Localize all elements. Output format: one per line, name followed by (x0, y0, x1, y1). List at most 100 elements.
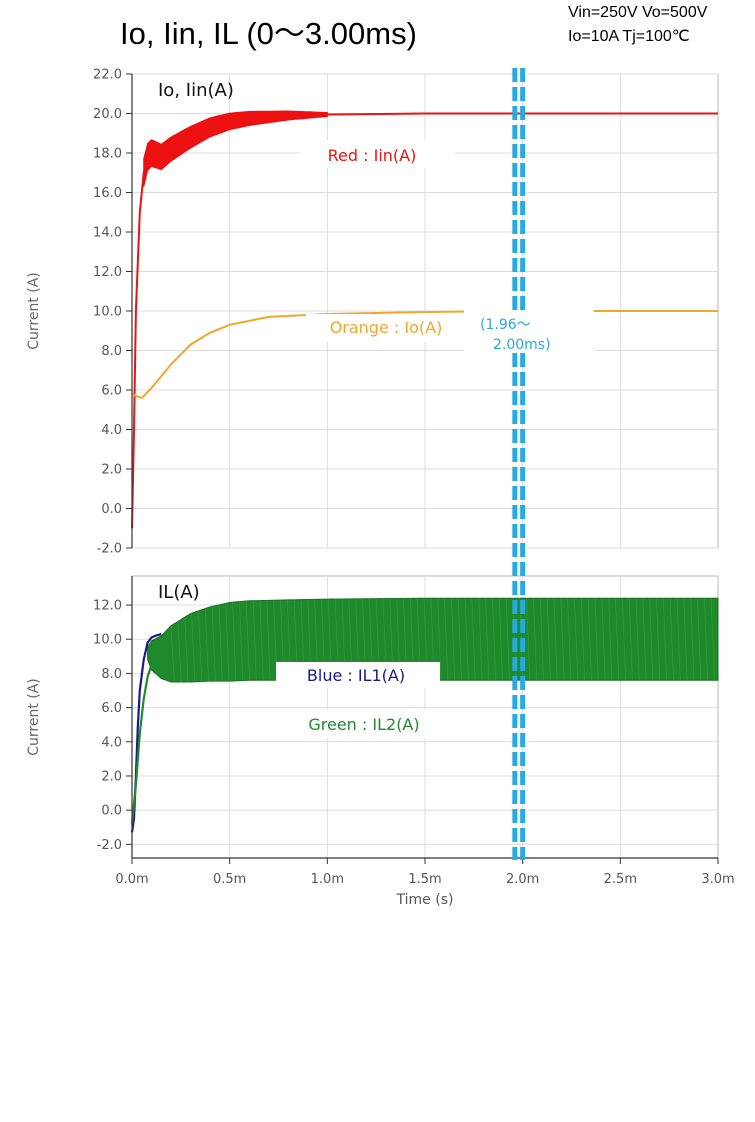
il-ripple-stroke (669, 598, 674, 681)
il-ripple-stroke (491, 598, 497, 681)
il-ripple-stroke (198, 610, 203, 682)
il-ripple-stroke (615, 598, 620, 681)
il-ripple-stroke (225, 603, 230, 682)
il-ripple-stroke (471, 598, 476, 681)
il-ripple-stroke (567, 598, 572, 681)
y-tick-label: 4.0 (101, 423, 122, 438)
il-ripple-stroke (450, 598, 456, 681)
x-axis-title: Time (s) (396, 892, 454, 908)
iin-legend-label: Red : Iin(A) (328, 146, 417, 165)
il-ripple-stroke (457, 598, 462, 681)
x-tick-label: 0.0m (115, 872, 148, 887)
y-tick-label: 12.0 (93, 265, 122, 280)
y-tick-label: -2.0 (97, 838, 122, 853)
il-ripple-stroke (533, 598, 538, 681)
y-tick-label: 10.0 (93, 305, 122, 320)
il1-legend-label: Blue : IL1(A) (307, 666, 405, 685)
y-tick-label: 8.0 (101, 344, 122, 359)
il-ripple-stroke (587, 598, 592, 681)
il-ripple-stroke (239, 601, 244, 681)
il-ripple-stroke (628, 598, 633, 681)
io-legend-box (306, 314, 456, 342)
il-ripple-stroke (252, 600, 257, 681)
x-tick-label: 1.5m (408, 872, 441, 887)
il-ripple-stroke (266, 600, 271, 681)
il-ripple-stroke (553, 598, 558, 681)
iin-ripple-band (143, 110, 328, 187)
y-tick-label: -2.0 (97, 542, 122, 557)
il-ripple-stroke (662, 598, 668, 681)
y-axis-title: Current (A) (26, 272, 42, 350)
marker-annotation-cover (478, 312, 584, 352)
io-legend-label: Orange : Io(A) (330, 318, 443, 337)
il-ripple-stroke (601, 598, 606, 681)
il-ripple-stroke (656, 598, 661, 681)
y-tick-label: 2.0 (101, 769, 122, 784)
il-ripple-stroke (526, 598, 531, 681)
il-ripple-stroke (546, 598, 551, 681)
il-ripple-stroke (177, 621, 182, 682)
y-tick-label: 4.0 (101, 735, 122, 750)
il-ripple-stroke (204, 608, 209, 682)
iin-legend-box (300, 140, 455, 168)
y-tick-label: 22.0 (93, 68, 122, 83)
il-ripple-stroke (608, 598, 613, 681)
x-tick-label: 3.0m (701, 872, 734, 887)
conditions-line-2: Io=10A Tj=100℃ (568, 28, 690, 45)
y-tick-label: 0.0 (101, 502, 122, 517)
il-ripple-stroke (703, 598, 709, 681)
x-tick-label: 2.5m (604, 872, 637, 887)
x-tick-label: 1.0m (311, 872, 344, 887)
y-tick-label: 8.0 (101, 667, 122, 682)
il-ripple-stroke (464, 598, 469, 681)
il-ripple-stroke (505, 598, 510, 681)
il-ripple-stroke (574, 598, 579, 681)
y-tick-label: 16.0 (93, 186, 122, 201)
chart-title: Io, Iin, IL (0～3.00ms) (120, 16, 417, 51)
y-tick-label: 10.0 (93, 633, 122, 648)
y-tick-label: 6.0 (101, 384, 122, 399)
il-ripple-stroke (649, 598, 654, 681)
x-tick-label: 0.5m (213, 872, 246, 887)
il-ripple-stroke (676, 598, 681, 681)
il-ripple-stroke (444, 598, 449, 681)
y-tick-label: 18.0 (93, 147, 122, 162)
il-ripple-stroke (690, 598, 695, 681)
il-ripple-stroke (184, 617, 189, 682)
il1-legend-box (276, 662, 440, 688)
y-axis-title: Current (A) (26, 678, 42, 756)
x-tick-label: 2.0m (506, 872, 539, 887)
il-ripple-stroke (437, 598, 442, 681)
il-ripple-stroke (642, 598, 647, 681)
y-tick-label: 12.0 (93, 599, 122, 614)
panel-label: Io, Iin(A) (158, 80, 234, 101)
panel-label: IL(A) (158, 582, 200, 603)
il2-legend-label: Green : IL2(A) (308, 715, 419, 734)
il-ripple-stroke (594, 598, 599, 681)
il-ripple-stroke (478, 598, 483, 681)
il-ripple-stroke (232, 602, 237, 681)
il-ripple-stroke (697, 598, 702, 681)
il-ripple-stroke (485, 598, 490, 681)
il-ripple-stroke (710, 598, 715, 681)
il2-series-line (130, 664, 153, 824)
il-ripple-stroke (635, 598, 640, 681)
il-ripple-stroke (621, 598, 627, 681)
y-tick-label: 14.0 (93, 226, 122, 241)
il-ripple-stroke (191, 613, 196, 682)
conditions-line-1: Vin=250V Vo=500V (568, 4, 708, 21)
il-ripple-stroke (560, 598, 565, 681)
il-ripple-stroke (211, 606, 216, 682)
y-tick-label: 6.0 (101, 701, 122, 716)
il-ripple-stroke (259, 600, 264, 681)
y-tick-label: 2.0 (101, 463, 122, 478)
il-ripple-stroke (498, 598, 503, 681)
iin-series-line (131, 112, 718, 529)
il-ripple-stroke (580, 598, 585, 681)
il-ripple-stroke (539, 598, 544, 681)
il2-legend-box (276, 710, 458, 738)
il-ripple-stroke (170, 625, 175, 682)
il-ripple-stroke (683, 598, 688, 681)
il-ripple-stroke (218, 604, 223, 682)
